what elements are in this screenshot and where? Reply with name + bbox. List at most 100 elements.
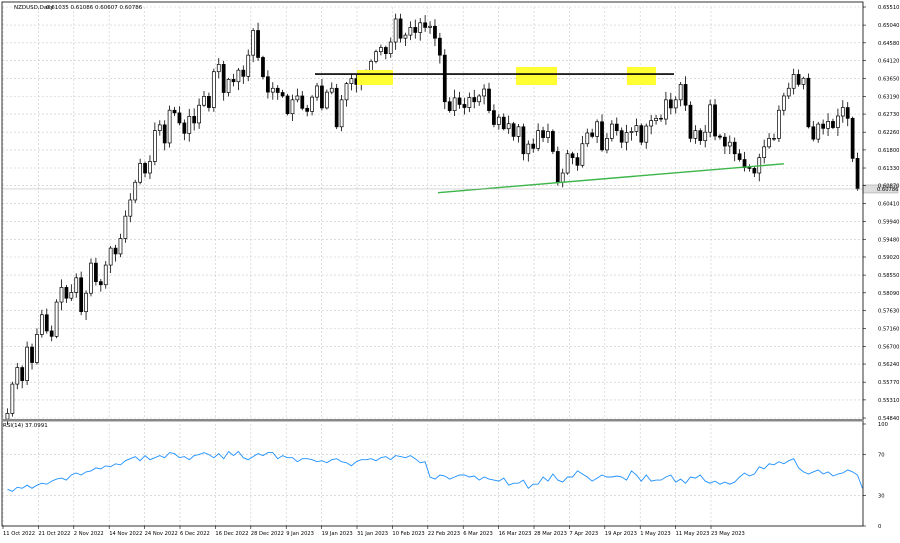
candle-body xyxy=(555,151,560,183)
candle-body xyxy=(506,123,511,130)
candle-body xyxy=(133,181,138,201)
candle-body xyxy=(182,122,187,134)
candle-body xyxy=(487,88,491,111)
candle-body xyxy=(329,87,334,93)
candle-body xyxy=(246,54,251,77)
neckline-trendline xyxy=(437,163,785,194)
candle-body xyxy=(688,104,693,139)
y-tick-label: 0.60870 xyxy=(878,184,899,190)
candle-body xyxy=(10,383,15,414)
candle-body xyxy=(516,126,521,137)
candle-body xyxy=(811,126,816,140)
candle-body xyxy=(752,168,757,174)
candle-body xyxy=(492,110,496,125)
candle-body xyxy=(167,109,172,144)
candle-body xyxy=(521,126,526,155)
y-tick-label: 0.61330 xyxy=(878,166,899,172)
candle-body xyxy=(762,146,767,158)
candle-body xyxy=(624,132,629,143)
candle-body xyxy=(315,85,319,98)
candle-body xyxy=(457,97,462,105)
candle-body xyxy=(143,163,147,174)
candle-body xyxy=(605,138,609,151)
candle-body xyxy=(187,116,192,134)
candle-body xyxy=(324,91,329,109)
y-tick-label: 0.64120 xyxy=(878,59,899,65)
candle-body xyxy=(496,116,501,125)
x-tick-label: 24 Nov 2022 xyxy=(145,531,178,537)
candle-body xyxy=(374,51,378,62)
candle-body xyxy=(197,104,201,124)
candle-body xyxy=(113,247,118,255)
rsi-tick-label: 100 xyxy=(878,422,888,428)
candle-body xyxy=(349,78,354,85)
x-tick-label: 6 Dec 2022 xyxy=(180,531,210,537)
candle-body xyxy=(251,30,256,56)
candle-body xyxy=(831,121,835,128)
candle-body xyxy=(256,30,260,58)
x-tick-label: 19 Apr 2023 xyxy=(605,531,637,537)
candle-body xyxy=(467,97,472,108)
candle-body xyxy=(211,71,216,108)
candle-body xyxy=(39,314,44,335)
y-tick-label: 0.58550 xyxy=(878,273,899,279)
candle-body xyxy=(261,57,265,78)
candle-body xyxy=(403,34,408,39)
current-price-label: 0.60786 xyxy=(877,187,898,193)
candle-body xyxy=(781,95,786,111)
candle-body xyxy=(747,167,752,169)
candle-body xyxy=(423,22,428,28)
candle-body xyxy=(560,172,565,183)
candle-body xyxy=(619,130,624,143)
candle-body xyxy=(639,125,644,143)
candle-body xyxy=(5,413,10,420)
candle-body xyxy=(334,87,339,128)
y-tick-label: 0.59480 xyxy=(878,237,899,243)
candle-body xyxy=(393,18,398,43)
candle-body xyxy=(727,141,732,147)
y-tick-label: 0.59020 xyxy=(878,255,899,261)
y-tick-label: 0.55310 xyxy=(878,398,899,404)
candle-body xyxy=(511,123,516,137)
x-tick-label: 22 Feb 2023 xyxy=(428,531,460,537)
candle-body xyxy=(103,264,108,286)
candle-body xyxy=(447,101,452,111)
candle-body xyxy=(821,123,826,129)
rsi-title: RSI(14) 37.0991 xyxy=(3,423,48,429)
candle-body xyxy=(59,287,64,303)
candle-body xyxy=(285,95,290,115)
candle-body xyxy=(231,79,236,83)
x-tick-label: 19 Jan 2023 xyxy=(322,531,353,537)
candle-body xyxy=(241,69,246,77)
x-tick-label: 31 Jan 2023 xyxy=(357,531,388,537)
candle-body xyxy=(49,330,54,337)
candle-body xyxy=(668,99,673,109)
candle-body xyxy=(767,138,771,148)
x-tick-label: 28 Mar 2023 xyxy=(534,531,567,537)
candle-body xyxy=(433,25,437,39)
candle-body xyxy=(472,97,477,103)
candle-body xyxy=(845,107,850,119)
candle-body xyxy=(202,96,206,106)
candle-body xyxy=(634,125,639,132)
candle-body xyxy=(162,124,167,144)
candle-body xyxy=(280,92,285,97)
x-tick-label: 2 Nov 2022 xyxy=(74,531,104,537)
candle-body xyxy=(551,131,555,152)
candle-body xyxy=(192,116,197,124)
candle-body xyxy=(683,84,688,106)
candle-body xyxy=(320,85,324,109)
candle-body xyxy=(850,117,855,159)
candle-body xyxy=(266,76,270,93)
y-tick-label: 0.62730 xyxy=(878,112,899,118)
candle-body xyxy=(295,95,300,101)
candle-body xyxy=(64,287,69,299)
candle-body xyxy=(339,99,344,128)
candle-body xyxy=(128,199,133,217)
candle-body xyxy=(678,84,683,101)
candle-body xyxy=(786,87,791,97)
candle-body xyxy=(644,125,649,143)
candle-body xyxy=(275,87,280,93)
